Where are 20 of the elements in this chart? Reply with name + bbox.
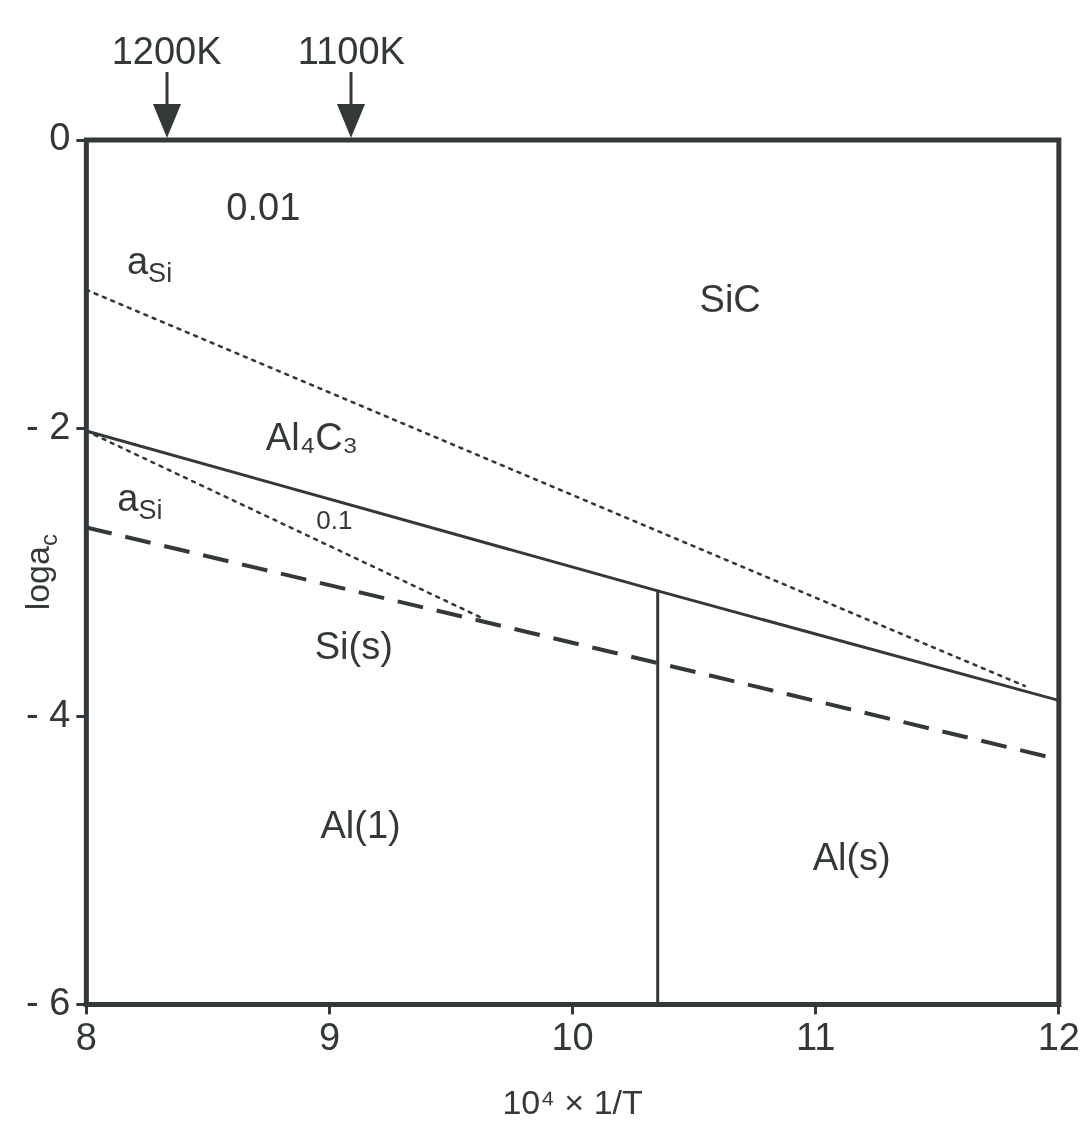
x-tick-label: 8	[75, 1015, 97, 1058]
annotation: 0.01	[226, 185, 301, 228]
y-tick-label: - 4	[25, 692, 71, 735]
annotation: SiC	[699, 278, 761, 321]
y-tick-label: - 6	[25, 980, 71, 1023]
x-tick-label: 10	[551, 1015, 594, 1058]
y-axis-title: logac	[18, 534, 62, 611]
annotation: Al₄C₃	[265, 416, 359, 459]
y-tick-label: - 2	[25, 404, 71, 447]
annotation: Al(1)	[320, 803, 401, 846]
annotation: 0.1	[316, 505, 353, 536]
annotation: Si(s)	[314, 624, 393, 667]
annotation: Al(s)	[812, 835, 891, 878]
x-axis-title: 10⁴ × 1/T	[502, 1082, 643, 1121]
x-tick-label: 9	[318, 1015, 341, 1058]
text: 1200K	[111, 30, 222, 73]
x-tick-label: 11	[796, 1015, 836, 1058]
x-tick-label: 12	[1037, 1015, 1081, 1058]
text: 1100K	[297, 30, 405, 73]
y-tick-label: 0	[49, 116, 71, 159]
